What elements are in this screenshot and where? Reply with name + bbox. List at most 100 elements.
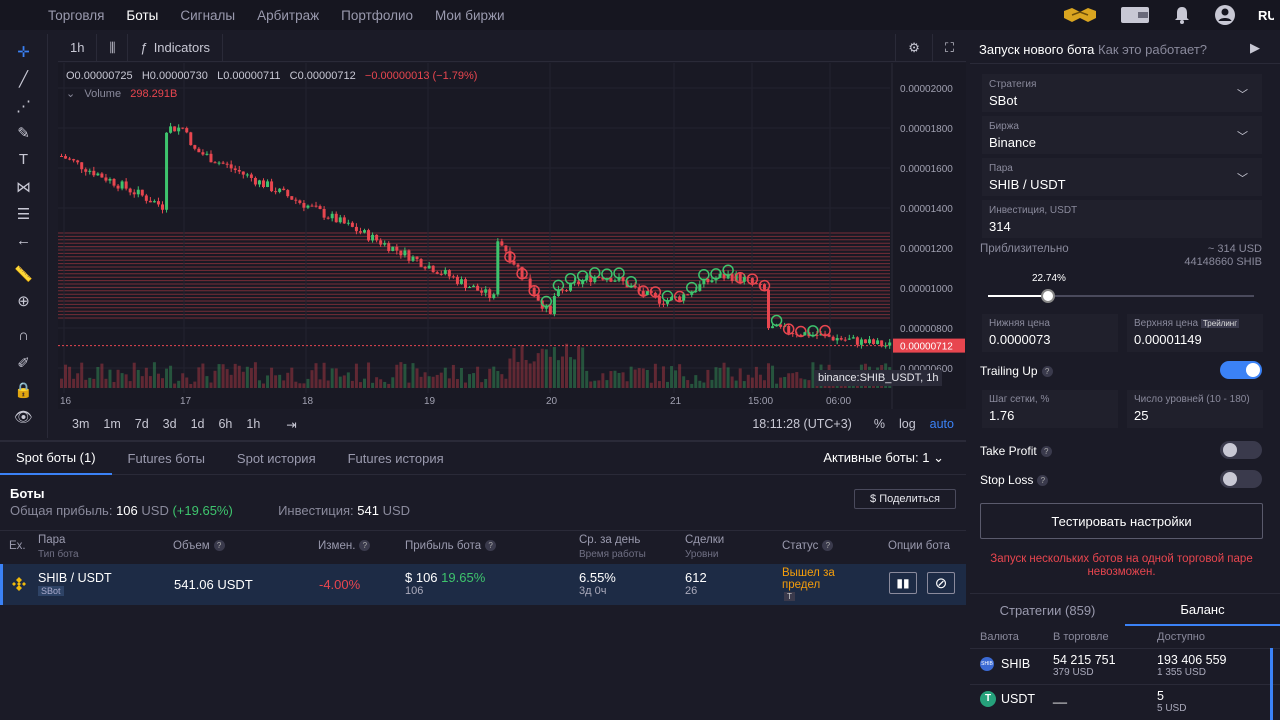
scale-auto[interactable]: auto <box>929 417 954 431</box>
stop-loss-toggle[interactable] <box>1220 470 1262 488</box>
handshake-icon[interactable] <box>1062 5 1098 25</box>
share-button[interactable]: $ Поделиться <box>854 489 956 509</box>
price-chart[interactable]: 0.00002000 0.00001800 0.00001600 0.00001400… <box>58 63 966 409</box>
clock: 18:11:28 (UTC+3) <box>752 417 852 431</box>
volume-bar <box>423 372 427 388</box>
interval-select[interactable]: 1h <box>58 33 98 62</box>
approx-values: ~ 314 USD 44148660 SHIB <box>1184 243 1262 269</box>
language-switch[interactable]: RU <box>1258 7 1274 23</box>
stop-bot-icon[interactable]: ⊘ <box>927 572 955 594</box>
volume-bar <box>193 381 197 388</box>
exchange-select[interactable]: Биржа Binance ﹀ <box>982 116 1262 154</box>
slider-handle[interactable] <box>1041 289 1056 303</box>
candle-body <box>657 295 661 304</box>
help-icon[interactable]: ? <box>1041 366 1053 378</box>
trend-line-icon[interactable]: ╱ <box>18 70 29 88</box>
pattern-icon[interactable]: ⋈ <box>16 178 31 196</box>
ruler-icon[interactable]: 📏 <box>14 265 33 283</box>
tab-balance[interactable]: Баланс <box>1125 594 1280 626</box>
text-tool-icon[interactable]: T <box>18 151 29 168</box>
period-3d[interactable]: 3d <box>162 417 177 431</box>
pair-label: Пара <box>989 163 1013 174</box>
period-7d[interactable]: 7d <box>134 417 149 431</box>
test-settings-button[interactable]: Тестировать настройки <box>980 503 1263 539</box>
eye-icon[interactable]: 👁 <box>13 408 34 426</box>
investment-slider[interactable] <box>988 289 1254 303</box>
magnet-icon[interactable]: ∩ <box>18 327 29 344</box>
volume-bar <box>358 382 362 388</box>
help-icon[interactable]: ? <box>1037 475 1049 487</box>
candle-body <box>209 153 213 163</box>
scale-log[interactable]: log <box>898 417 916 431</box>
last-price-label: 0.00000712 <box>900 342 953 353</box>
volume-bar <box>286 372 290 388</box>
chart-canvas[interactable]: 0.00002000 0.00001800 0.00001600 0.00001400… <box>58 63 966 409</box>
period-6h[interactable]: 6h <box>218 417 233 431</box>
period-3m[interactable]: 3m <box>72 417 90 431</box>
nav-signals[interactable]: Сигналы <box>180 7 236 23</box>
tab-spot-history[interactable]: Spot история <box>236 450 316 466</box>
play-icon[interactable]: ▶ <box>1250 40 1260 55</box>
tab-strategies[interactable]: Стратегии (859) <box>999 602 1096 618</box>
volume-bar <box>334 368 338 388</box>
candle-body <box>718 273 722 278</box>
take-profit-toggle[interactable] <box>1220 441 1262 459</box>
period-1h[interactable]: 1h <box>246 417 261 431</box>
back-arrow-icon[interactable]: ← <box>16 232 31 249</box>
collapse-chevron-icon[interactable]: ⌄ <box>66 88 76 100</box>
help-icon[interactable]: ? <box>213 540 225 552</box>
goto-date-icon[interactable]: ⇥ <box>286 417 297 432</box>
active-bots-select[interactable]: Активные боты: 1 ⌄ <box>823 450 966 466</box>
brush-icon[interactable]: ✎ <box>17 124 30 142</box>
tab-futures-bots[interactable]: Futures боты <box>127 450 205 466</box>
candle-body <box>274 191 278 193</box>
zoom-icon[interactable]: ⊕ <box>17 292 30 310</box>
bar-chart-icon[interactable]: ▮▮ <box>889 572 917 594</box>
nav-arbitrage[interactable]: Арбитраж <box>257 7 320 23</box>
pencil-lock-icon[interactable]: ✐ <box>17 354 30 372</box>
grid-step-field[interactable]: Шаг сетки, % 1.76 <box>982 390 1118 428</box>
investment-field[interactable]: Инвестиция, USDT 314 <box>982 200 1262 238</box>
candle-body <box>96 173 100 176</box>
scale-percent[interactable]: % <box>873 417 885 431</box>
pair-select[interactable]: Пара SHIB / USDT ﹀ <box>982 158 1262 196</box>
pitchfork-icon[interactable]: ⋰ <box>16 97 31 115</box>
help-icon[interactable]: ? <box>822 540 834 552</box>
fullscreen-icon[interactable]: ⛶ <box>944 39 954 55</box>
candle-body <box>346 222 350 224</box>
scrollbar[interactable] <box>1270 648 1273 720</box>
volume-bar <box>88 377 92 388</box>
fx-icon: ƒ <box>140 40 148 55</box>
crosshair-icon[interactable]: ✛ <box>17 43 30 61</box>
candle-body <box>512 260 516 265</box>
tab-futures-history[interactable]: Futures история <box>347 450 444 466</box>
trailing-up-toggle[interactable] <box>1220 361 1262 379</box>
nav-bots[interactable]: Боты <box>126 7 159 23</box>
candle-type-icon[interactable]: ⫼ <box>97 33 129 62</box>
indicators-button[interactable]: ƒ Indicators <box>128 33 224 62</box>
nav-trading[interactable]: Торговля <box>48 7 105 23</box>
candle-body <box>245 174 249 176</box>
lock-icon[interactable]: 🔒 <box>14 381 33 399</box>
help-icon[interactable]: ? <box>485 540 497 552</box>
fib-icon[interactable]: ☰ <box>16 205 31 223</box>
nav-my-exchanges[interactable]: Мои биржи <box>435 7 505 23</box>
help-icon[interactable]: ? <box>359 540 371 552</box>
lower-price-field[interactable]: Нижняя цена 0.0000073 <box>982 314 1118 352</box>
table-row[interactable]: SHIB / USDT SBot 541.06 USDT -4.00% $ 10… <box>0 564 966 605</box>
levels-field[interactable]: Число уровней (10 - 180) 25 <box>1127 390 1263 428</box>
bell-icon[interactable] <box>1172 5 1192 25</box>
wallet-icon[interactable] <box>1120 6 1150 24</box>
how-it-works-link[interactable]: Как это работает? <box>1098 42 1208 57</box>
upper-price-field[interactable]: Верхняя цена Трейлинг 0.00001149 <box>1127 314 1263 352</box>
period-1m[interactable]: 1m <box>103 417 121 431</box>
chart-header: 1h ⫼ ƒ Indicators ⚙ ⛶ <box>58 33 966 62</box>
settings-gear-icon[interactable]: ⚙ <box>895 33 933 62</box>
strategy-select[interactable]: Стратегия SBot ﹀ <box>982 74 1262 112</box>
candle-body <box>249 174 253 178</box>
help-icon[interactable]: ? <box>1040 446 1052 458</box>
tab-spot-bots[interactable]: Spot боты (1) <box>0 442 112 475</box>
nav-portfolio[interactable]: Портфолио <box>341 7 414 23</box>
period-1d[interactable]: 1d <box>190 417 205 431</box>
user-avatar-icon[interactable] <box>1214 4 1236 26</box>
